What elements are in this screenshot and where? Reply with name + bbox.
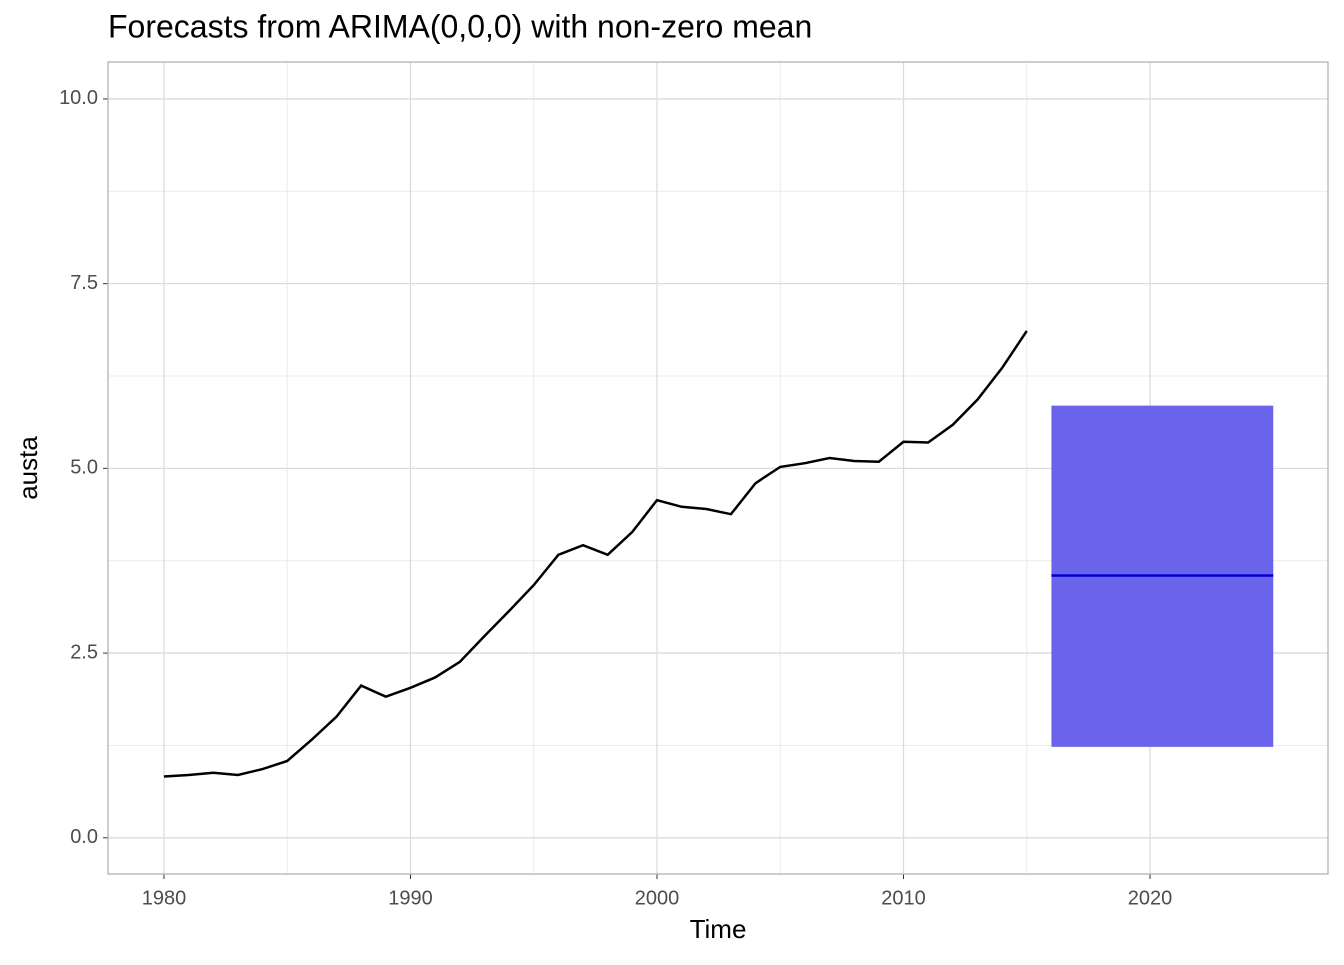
x-tick-label: 2020	[1128, 887, 1173, 909]
x-axis-label: Time	[690, 914, 747, 944]
y-axis-label: austa	[13, 436, 43, 500]
x-tick-label: 2000	[635, 887, 680, 909]
x-tick-label: 2010	[881, 887, 926, 909]
y-tick-label: 0.0	[70, 826, 98, 848]
x-tick-label: 1990	[388, 887, 433, 909]
y-tick-label: 2.5	[70, 641, 98, 663]
x-tick-label: 1980	[142, 887, 187, 909]
chart-title: Forecasts from ARIMA(0,0,0) with non-zer…	[108, 8, 812, 44]
panel-border	[107, 61, 1329, 875]
y-tick-label: 7.5	[70, 272, 98, 294]
series-line	[163, 330, 1028, 778]
y-tick-label: 10.0	[59, 87, 98, 109]
y-tick-label: 5.0	[70, 457, 98, 479]
